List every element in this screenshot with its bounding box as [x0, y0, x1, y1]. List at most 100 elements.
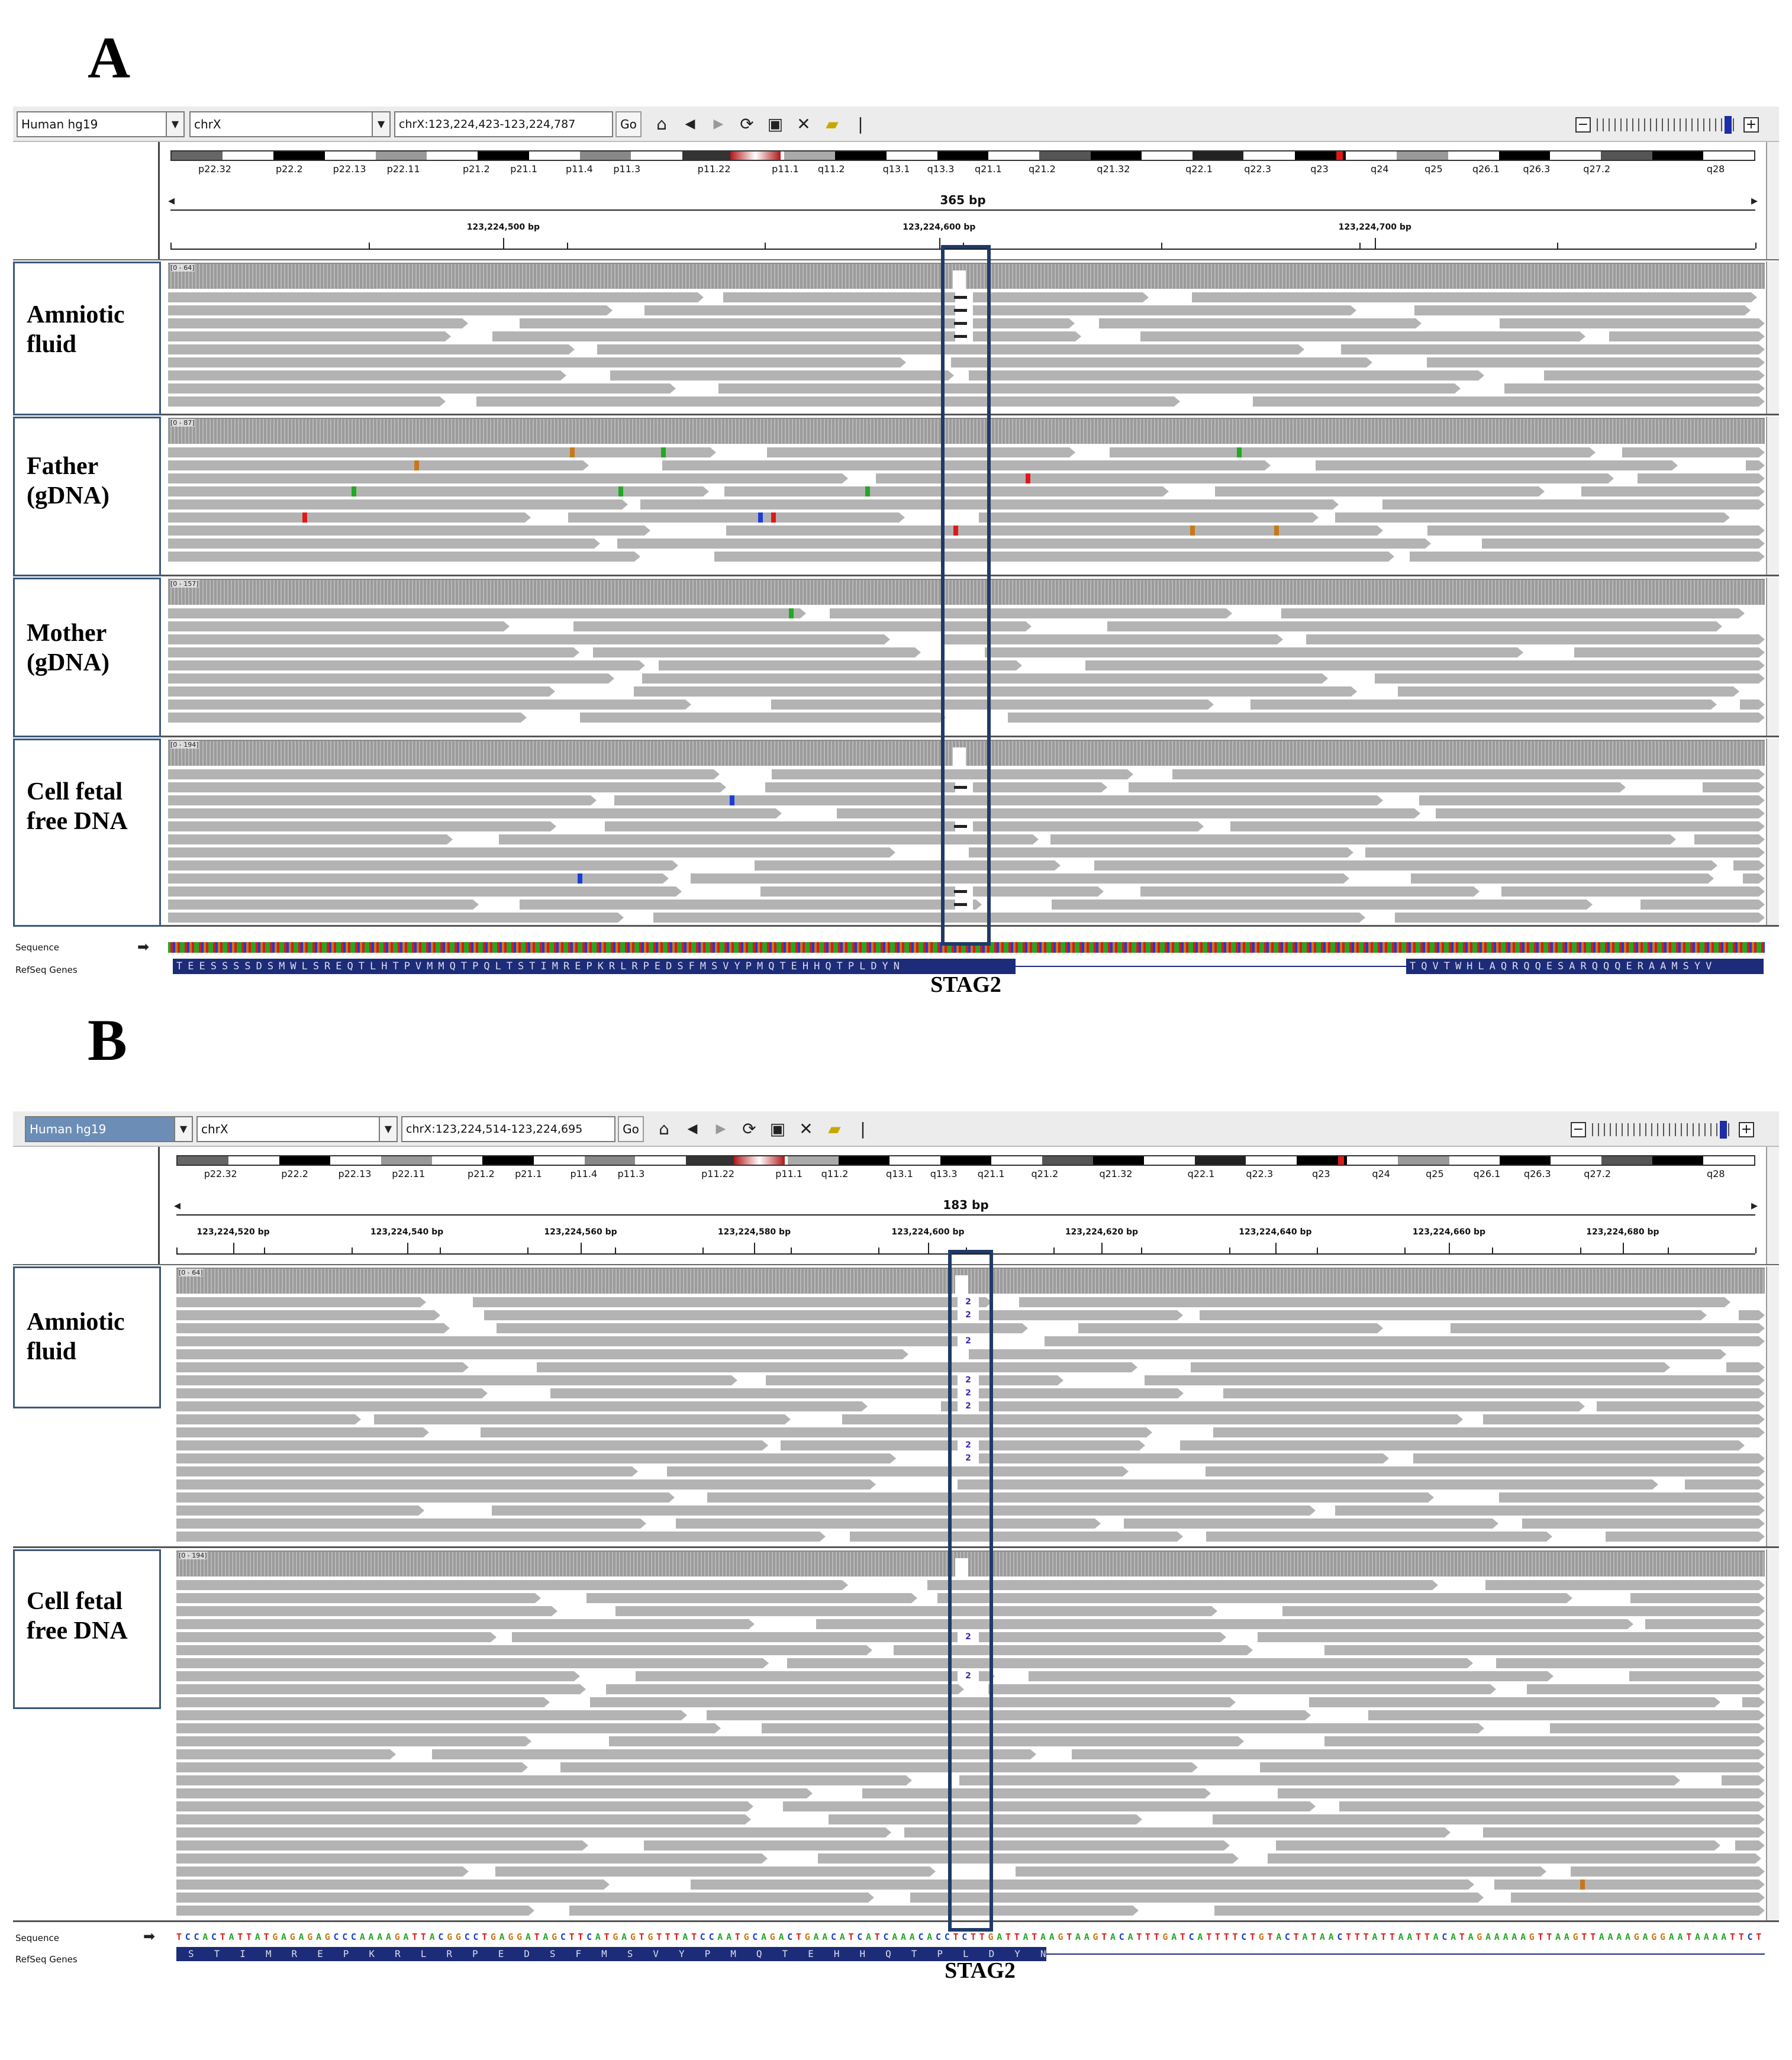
sequence-read[interactable]: [176, 1801, 753, 1811]
strand-arrow-icon[interactable]: ➡: [143, 1928, 156, 1945]
sequence-read[interactable]: [176, 1853, 768, 1864]
sequence-read[interactable]: [691, 873, 1349, 884]
sequence-read[interactable]: [850, 1532, 1183, 1542]
sequence-read[interactable]: [1276, 1840, 1720, 1851]
sequence-read[interactable]: [979, 512, 1319, 523]
sequence-read[interactable]: [1411, 873, 1714, 884]
mismatch-base[interactable]: [352, 486, 356, 497]
sequence-read[interactable]: [760, 886, 1104, 897]
sequence-read[interactable]: [642, 673, 1328, 684]
mismatch-base[interactable]: [1274, 526, 1279, 536]
sequence-read[interactable]: [168, 686, 555, 697]
chevron-down-icon[interactable]: ▼: [166, 112, 183, 136]
sequence-read[interactable]: [176, 1619, 755, 1629]
sequence-read[interactable]: [766, 1375, 1063, 1385]
coverage-track[interactable]: [0 - 64]: [168, 263, 1765, 289]
sequence-read[interactable]: [1451, 1323, 1765, 1333]
sequence-read[interactable]: [1316, 460, 1678, 470]
sequence-read[interactable]: [1581, 486, 1765, 497]
coverage-track[interactable]: [0 - 194]: [176, 1550, 1765, 1577]
sequence-read[interactable]: [168, 305, 613, 315]
sequence-read[interactable]: [927, 1580, 1438, 1590]
sequence-read[interactable]: [937, 1593, 1572, 1603]
sequence-read[interactable]: [988, 1684, 1496, 1694]
sequence-read[interactable]: [1499, 1492, 1765, 1503]
mismatch-base[interactable]: [789, 608, 794, 618]
sequence-read[interactable]: [1427, 357, 1765, 367]
sequence-read[interactable]: [176, 1532, 826, 1542]
sequence-read[interactable]: [830, 608, 1232, 618]
sequence-read[interactable]: [1324, 1645, 1765, 1655]
sequence-read[interactable]: [910, 1893, 1484, 1903]
sequence-read[interactable]: [168, 769, 720, 779]
sequence-read[interactable]: [707, 1492, 1434, 1503]
sequence-read[interactable]: [1629, 1671, 1765, 1681]
sequence-read[interactable]: [168, 539, 600, 549]
sequence-read[interactable]: [1281, 608, 1745, 618]
sequence-read[interactable]: [1496, 1658, 1765, 1668]
sequence-read[interactable]: [818, 1853, 1239, 1864]
sequence-read[interactable]: [1250, 699, 1717, 710]
locus-input[interactable]: chrX:123,224,423-123,224,787: [394, 111, 613, 137]
sequence-read[interactable]: [168, 660, 645, 670]
sequence-read[interactable]: [374, 1414, 791, 1424]
sequence-read[interactable]: [168, 473, 848, 483]
sequence-read[interactable]: [662, 460, 1271, 470]
sequence-read[interactable]: [168, 673, 614, 684]
genome-select[interactable]: Human hg19 ▼: [17, 111, 185, 137]
sequence-read[interactable]: [615, 1606, 1217, 1616]
sequence-read[interactable]: [1213, 1814, 1765, 1824]
coverage-track[interactable]: [0 - 157]: [168, 579, 1765, 605]
sequence-read[interactable]: [829, 1814, 1142, 1824]
forward-icon[interactable]: ▶: [713, 117, 724, 131]
sequence-read[interactable]: [176, 1762, 528, 1772]
sequence-read[interactable]: [168, 699, 691, 710]
sequence-read[interactable]: [176, 1658, 769, 1668]
sequence-read[interactable]: [168, 512, 531, 523]
chevron-down-icon[interactable]: ▼: [379, 1117, 397, 1141]
sequence-read[interactable]: [1622, 447, 1765, 457]
sequence-read[interactable]: [1739, 1310, 1765, 1320]
sequence-read[interactable]: [1504, 383, 1765, 394]
sequence-read[interactable]: [1206, 1466, 1765, 1477]
sequence-read[interactable]: [476, 396, 1180, 407]
popup-icon[interactable]: ▰: [826, 114, 839, 134]
coverage-track[interactable]: [0 - 64]: [176, 1268, 1765, 1294]
sequence-read[interactable]: [1072, 1749, 1765, 1759]
sequence-read[interactable]: [176, 1323, 450, 1333]
sequence-read[interactable]: [1085, 660, 1765, 670]
sequence-read[interactable]: [985, 647, 1523, 657]
sequence-read[interactable]: [951, 357, 1372, 367]
current-region-marker[interactable]: [1336, 151, 1343, 160]
sequence-read[interactable]: [1500, 318, 1765, 328]
sequence-read[interactable]: [904, 1827, 1451, 1837]
chromosome-select[interactable]: chrX ▼: [196, 1116, 398, 1142]
sequence-read[interactable]: [1501, 886, 1765, 897]
sequence-read[interactable]: [1335, 1505, 1765, 1516]
sequence-read[interactable]: [1482, 539, 1765, 549]
sequence-read[interactable]: [176, 1401, 868, 1411]
mismatch-base[interactable]: [618, 486, 623, 497]
sequence-read[interactable]: [1733, 860, 1765, 871]
sequence-read[interactable]: [644, 305, 1356, 315]
sequence-read[interactable]: [1339, 1801, 1765, 1811]
sequence-read[interactable]: [176, 1893, 874, 1903]
sequence-read[interactable]: [1743, 873, 1765, 884]
alignment-data[interactable]: [0 - 64] 2 2 2 2 2 2 2 2: [176, 1266, 1765, 1546]
sequence-read[interactable]: [606, 1684, 964, 1694]
sequence-read[interactable]: [1726, 1362, 1765, 1372]
header-scrollbar[interactable]: [1766, 142, 1779, 259]
sequence-read[interactable]: [597, 344, 1304, 354]
sequence-read[interactable]: [176, 1427, 429, 1437]
sequence-read[interactable]: [1078, 1323, 1383, 1333]
sequence-read[interactable]: [176, 1788, 813, 1798]
sequence-read[interactable]: [644, 1840, 1230, 1851]
sequence-read[interactable]: [168, 357, 906, 367]
sequence-read[interactable]: [1427, 526, 1765, 536]
sequence-read[interactable]: [176, 1349, 908, 1359]
sequence-read[interactable]: [499, 834, 1039, 844]
sequence-read[interactable]: [568, 512, 905, 523]
track-scrollbar[interactable]: [1766, 578, 1779, 736]
sequence-read[interactable]: [969, 847, 1353, 857]
sequence-read[interactable]: [1740, 699, 1765, 710]
